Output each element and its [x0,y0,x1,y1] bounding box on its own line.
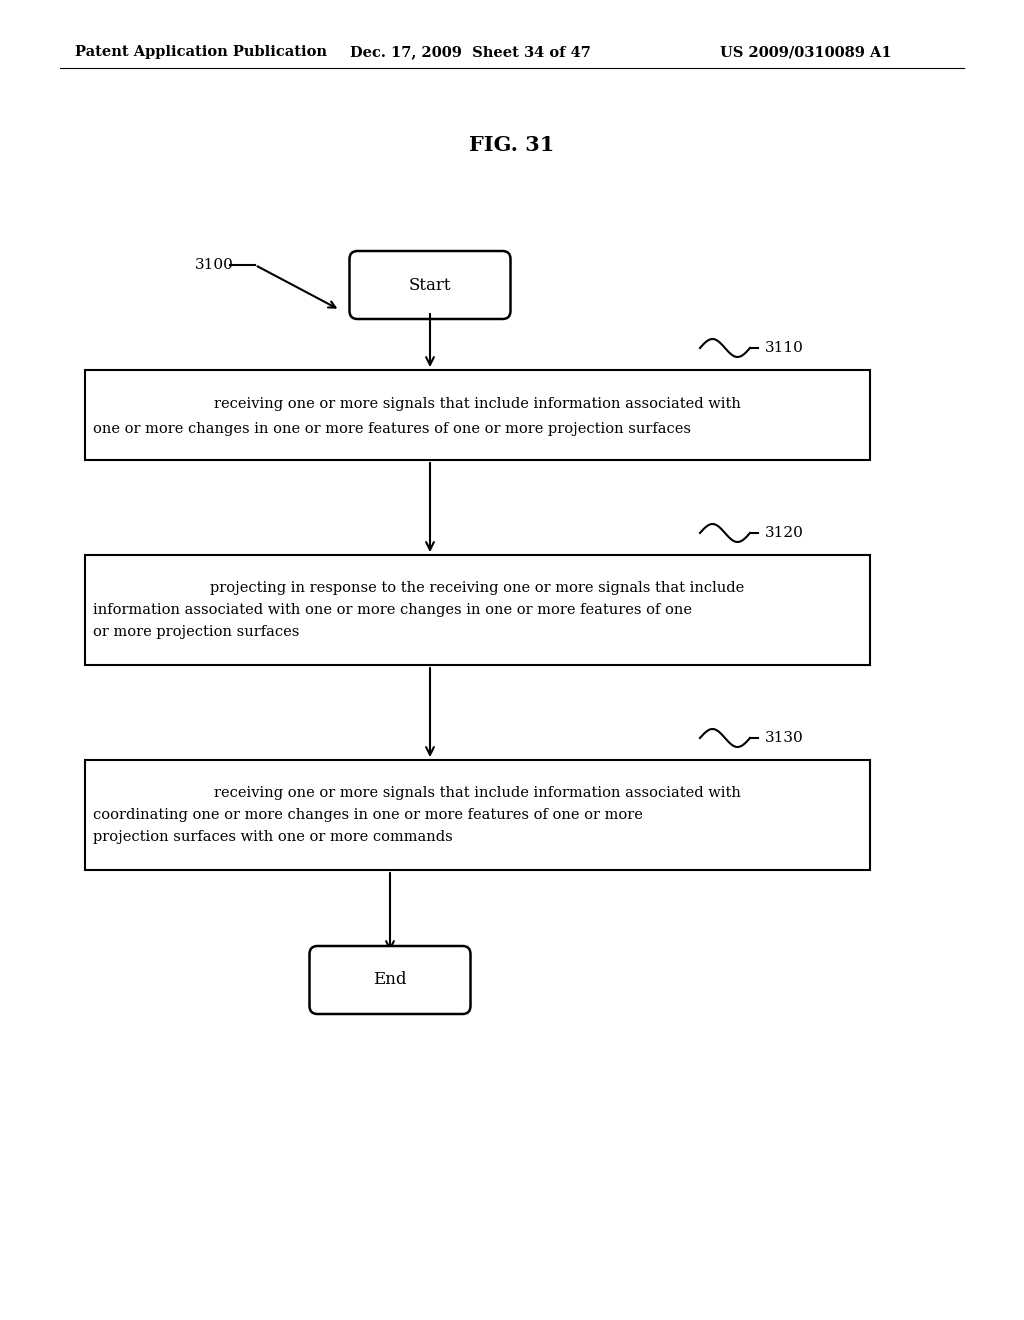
Text: Start: Start [409,276,452,293]
Text: or more projection surfaces: or more projection surfaces [93,624,299,639]
Bar [85,370,870,459]
Text: 3110: 3110 [765,341,804,355]
Text: Dec. 17, 2009  Sheet 34 of 47: Dec. 17, 2009 Sheet 34 of 47 [350,45,591,59]
Text: 3130: 3130 [765,731,804,744]
FancyBboxPatch shape [309,946,470,1014]
Text: Patent Application Publication: Patent Application Publication [75,45,327,59]
Bar [85,760,870,870]
FancyBboxPatch shape [349,251,511,319]
Text: projection surfaces with one or more commands: projection surfaces with one or more com… [93,830,453,843]
Text: one or more changes in one or more features of one or more projection surfaces: one or more changes in one or more featu… [93,422,691,436]
Text: End: End [374,972,407,989]
Bar [85,554,870,665]
Text: receiving one or more signals that include information associated with: receiving one or more signals that inclu… [214,785,741,800]
Text: receiving one or more signals that include information associated with: receiving one or more signals that inclu… [214,397,741,411]
Text: US 2009/0310089 A1: US 2009/0310089 A1 [720,45,892,59]
Text: coordinating one or more changes in one or more features of one or more: coordinating one or more changes in one … [93,808,643,822]
Text: 3120: 3120 [765,525,804,540]
Text: 3100: 3100 [195,257,233,272]
Text: FIG. 31: FIG. 31 [469,135,555,154]
Text: projecting in response to the receiving one or more signals that include: projecting in response to the receiving … [210,581,744,595]
Text: information associated with one or more changes in one or more features of one: information associated with one or more … [93,603,692,616]
